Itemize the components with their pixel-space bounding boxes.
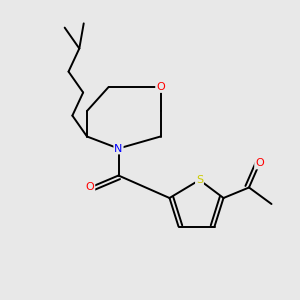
Text: O: O xyxy=(156,82,165,92)
Text: O: O xyxy=(85,182,94,193)
Text: O: O xyxy=(255,158,264,169)
Text: N: N xyxy=(114,143,123,154)
Text: S: S xyxy=(196,175,203,185)
